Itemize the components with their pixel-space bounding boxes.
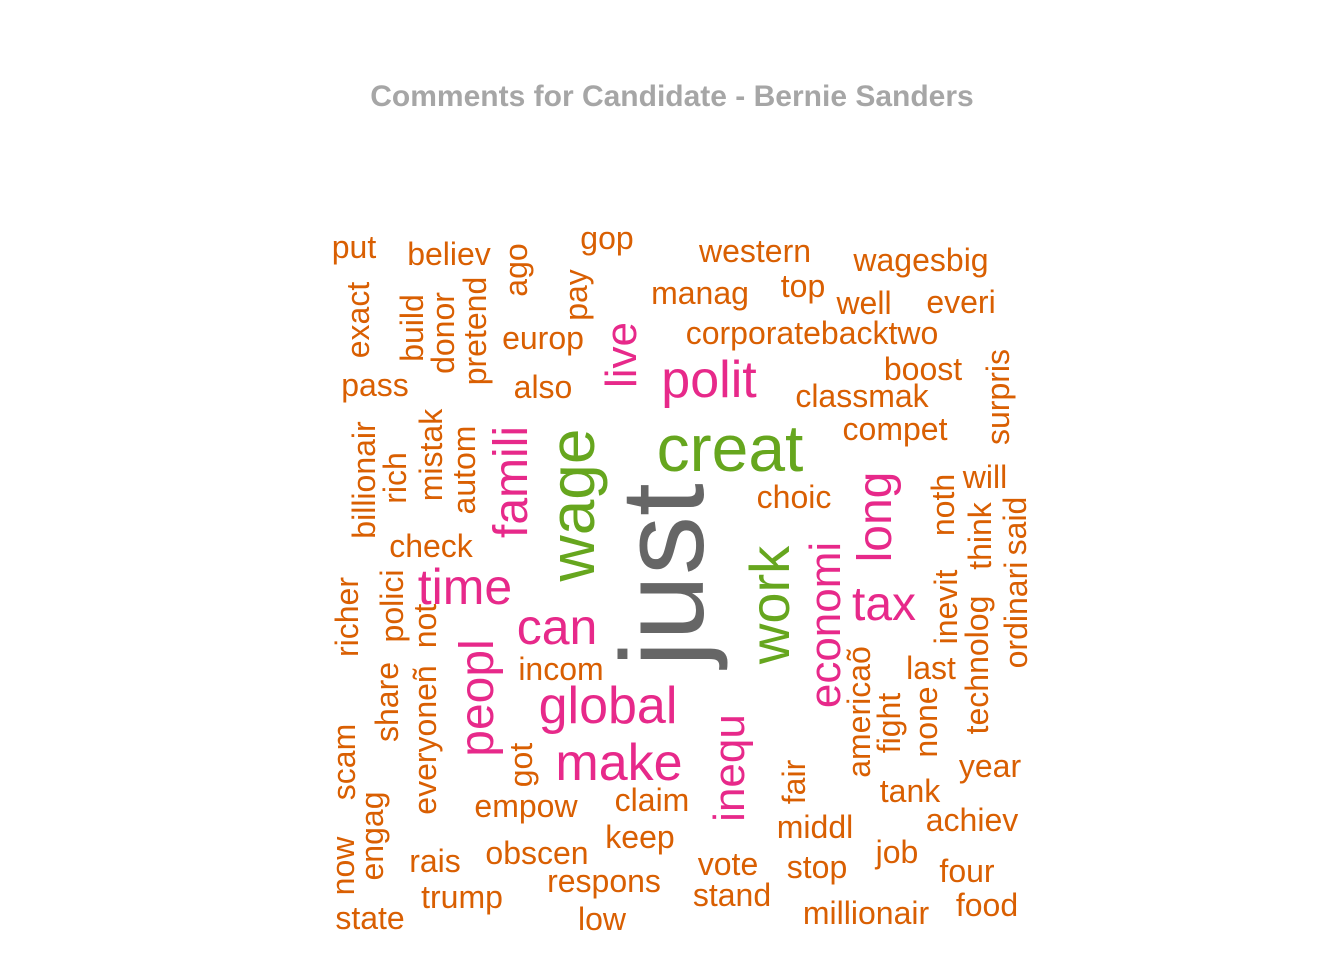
- cloud-word: live: [597, 321, 646, 389]
- cloud-word: inevit: [928, 569, 964, 645]
- cloud-word: empow: [474, 788, 578, 824]
- cloud-word: food: [955, 887, 1019, 923]
- cloud-word: middl: [776, 809, 854, 845]
- cloud-word: technolog: [959, 595, 995, 735]
- cloud-word: got: [503, 742, 539, 788]
- cloud-word: ordinari: [998, 561, 1034, 669]
- cloud-word: mistak: [413, 408, 449, 502]
- cloud-word: share: [369, 661, 405, 743]
- cloud-word: tank: [879, 773, 941, 809]
- cloud-word: polici: [374, 569, 410, 643]
- cloud-word: work: [738, 545, 801, 665]
- cloud-word: job: [875, 834, 919, 870]
- cloud-word: build: [394, 294, 430, 362]
- cloud-word: incom: [518, 651, 604, 687]
- cloud-word: western: [698, 233, 812, 269]
- cloud-word: noth: [925, 473, 961, 537]
- cloud-word: wagesbig: [853, 242, 989, 278]
- cloud-word: scam: [326, 723, 362, 801]
- cloud-word: vote: [697, 846, 759, 882]
- cloud-word: last: [906, 650, 956, 686]
- cloud-word: wage: [536, 428, 608, 582]
- cloud-word: polit: [661, 351, 757, 409]
- cloud-word: inequ: [705, 714, 754, 822]
- cloud-word: claim: [614, 782, 690, 818]
- cloud-word: long: [849, 471, 902, 563]
- cloud-word: year: [958, 748, 1022, 784]
- cloud-word: donor: [425, 292, 461, 374]
- cloud-word: just: [597, 483, 729, 667]
- chart-title: Comments for Candidate - Bernie Sanders: [370, 80, 974, 113]
- cloud-word: not: [407, 603, 443, 649]
- cloud-word: manag: [651, 275, 749, 311]
- cloud-word: stop: [786, 849, 848, 885]
- cloud-word: rich: [377, 452, 413, 504]
- cloud-word: top: [780, 268, 826, 304]
- cloud-word: none: [908, 686, 944, 758]
- cloud-word: billionair: [346, 421, 382, 539]
- cloud-word: check: [389, 528, 473, 564]
- cloud-word: also: [513, 369, 573, 405]
- cloud-word: global: [538, 677, 678, 735]
- cloud-word: keep: [605, 819, 675, 855]
- cloud-word: exact: [340, 281, 376, 359]
- cloud-word: now: [325, 836, 361, 896]
- cloud-word: ago: [498, 243, 534, 297]
- cloud-word: low: [577, 901, 627, 937]
- cloud-word: believ: [407, 236, 491, 272]
- cloud-word: surpris: [980, 348, 1016, 446]
- cloud-word: richer: [329, 576, 365, 658]
- cloud-word: millionair: [802, 895, 930, 931]
- cloud-word: famili: [485, 425, 538, 539]
- cloud-word: everi: [926, 284, 996, 320]
- cloud-word: europ: [502, 320, 584, 356]
- cloud-word: stand: [692, 877, 772, 913]
- cloud-word: fair: [776, 759, 812, 805]
- cloud-word: time: [417, 559, 513, 615]
- cloud-word: trump: [421, 879, 503, 915]
- cloud-word: will: [962, 459, 1008, 495]
- cloud-word: respons: [547, 863, 661, 899]
- cloud-word: rais: [409, 843, 461, 879]
- cloud-word: classmak: [795, 378, 929, 414]
- cloud-word: obscen: [485, 835, 589, 871]
- cloud-word: peopl: [451, 639, 504, 757]
- cloud-word: everyoneñ: [407, 665, 443, 815]
- cloud-word: pass: [341, 367, 409, 403]
- cloud-word: state: [335, 900, 405, 936]
- cloud-word: pay: [558, 269, 594, 321]
- cloud-word: can: [516, 599, 598, 655]
- cloud-word: put: [331, 229, 377, 265]
- cloud-word: said: [997, 496, 1033, 556]
- cloud-word: autom: [446, 425, 482, 515]
- cloud-word: gop: [580, 220, 634, 256]
- cloud-word: four: [939, 853, 995, 889]
- cloud-word: well: [836, 285, 892, 321]
- cloud-word: think: [962, 502, 998, 570]
- cloud-word: corporatebacktwo: [685, 315, 939, 351]
- cloud-word: fight: [871, 692, 907, 754]
- cloud-word: pretend: [457, 276, 493, 386]
- cloud-word: tax: [851, 578, 917, 631]
- cloud-word: compet: [842, 411, 948, 447]
- cloud-word: choic: [756, 479, 832, 515]
- cloud-word: make: [555, 734, 683, 792]
- cloud-word: creat: [656, 411, 804, 485]
- cloud-word: achiev: [925, 802, 1019, 838]
- cloud-word: boost: [883, 351, 963, 387]
